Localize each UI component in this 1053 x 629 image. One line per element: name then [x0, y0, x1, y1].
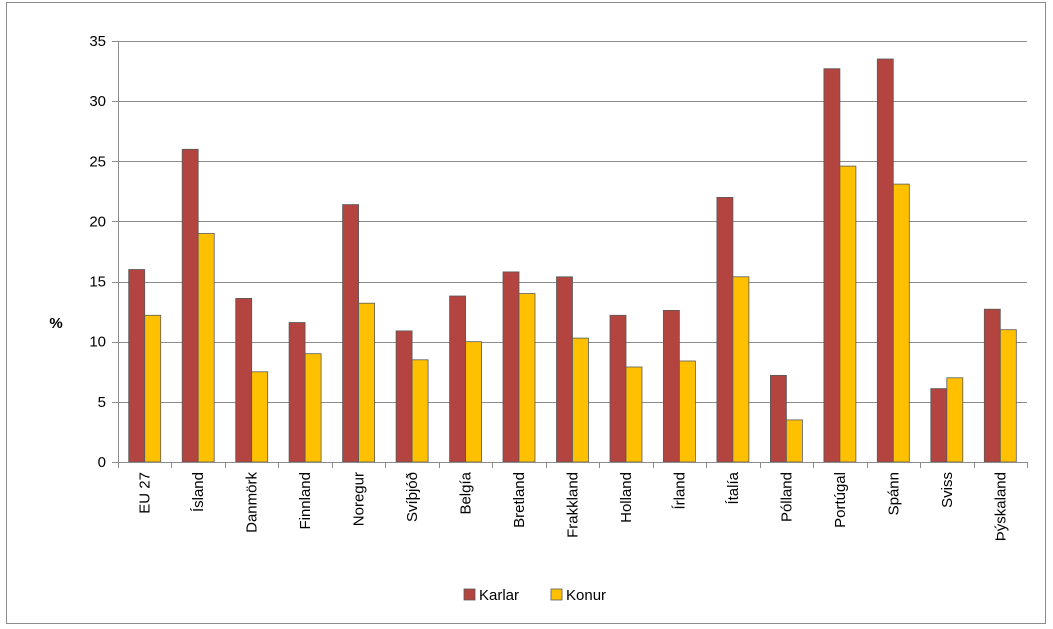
bar-konur — [465, 341, 483, 463]
bar-karlar — [983, 308, 1001, 463]
bar-konur — [411, 359, 429, 463]
category-label: Portúgal — [832, 472, 849, 528]
bar-konur — [786, 419, 803, 463]
axes — [112, 41, 1028, 468]
category-label: Danmörk — [244, 472, 261, 533]
legend-label-konur: Konur — [566, 587, 606, 604]
bar-karlar — [823, 68, 841, 463]
legend-label-karlar: Karlar — [479, 587, 519, 604]
bar-konur — [946, 377, 964, 463]
bar-karlar — [609, 314, 627, 463]
y-tick-label: 10 — [89, 334, 106, 351]
bar-konur — [839, 165, 857, 463]
category-label: Spánn — [885, 472, 902, 515]
category-label: Bretland — [511, 472, 528, 528]
bar-konur — [251, 371, 269, 463]
bar-karlar — [288, 322, 306, 463]
bar-karlar — [235, 297, 253, 463]
bar-konur — [572, 337, 589, 463]
y-tick-label: 30 — [89, 93, 106, 110]
bar-konur — [679, 360, 696, 463]
category-label: Sviss — [939, 472, 956, 508]
bar-konur — [358, 302, 376, 463]
bar-karlar — [128, 269, 146, 463]
bars — [128, 58, 1017, 463]
y-tick-label: 25 — [89, 153, 106, 170]
bar-konur — [999, 329, 1017, 463]
bar-konur — [625, 366, 643, 463]
gridlines — [118, 41, 1027, 403]
category-label: Þýskaland — [992, 472, 1009, 541]
category-label: Ísland — [190, 472, 207, 512]
bar-karlar — [342, 204, 360, 463]
category-label: Finnland — [297, 472, 314, 530]
bar-konur — [144, 314, 162, 463]
bar-karlar — [770, 374, 787, 463]
bar-karlar — [181, 148, 199, 463]
category-label: Ítalía — [725, 471, 742, 504]
bar-karlar — [876, 58, 894, 463]
category-label: Írland — [671, 472, 688, 510]
bar-karlar — [930, 388, 948, 463]
bar-konur — [197, 233, 215, 463]
bar-karlar — [449, 295, 467, 463]
y-tick-label: 0 — [98, 454, 106, 471]
bar-karlar — [395, 330, 413, 463]
bar-karlar — [502, 271, 520, 463]
y-tick-label: 35 — [89, 33, 106, 50]
category-label: Pólland — [778, 472, 795, 522]
y-tick-labels: 0 5 10 15 20 25 30 35 — [89, 33, 106, 471]
category-label: Holland — [618, 472, 635, 523]
legend-swatch-konur — [550, 588, 563, 601]
bar-konur — [732, 276, 750, 463]
bar-konur — [518, 293, 536, 463]
y-tick-label: 15 — [89, 274, 106, 291]
category-label: Belgía — [458, 471, 475, 514]
bar-konur — [892, 183, 910, 463]
bar-konur — [304, 353, 322, 463]
y-tick-label: 5 — [98, 394, 106, 411]
bar-karlar — [556, 276, 573, 463]
y-axis-label: % — [49, 315, 62, 332]
category-label: Frakkland — [565, 472, 582, 538]
bar-karlar — [663, 309, 680, 463]
category-label: EU 27 — [137, 472, 154, 514]
x-category-labels: EU 27 Ísland Danmörk Finnland Noregur Svíþjóð… — [137, 471, 1010, 541]
category-label: Noregur — [351, 472, 368, 526]
legend: Karlar Konur — [463, 587, 606, 604]
bar-karlar — [716, 196, 734, 463]
category-label: Svíþjóð — [404, 472, 421, 522]
legend-swatch-karlar — [463, 588, 476, 601]
y-tick-label: 20 — [89, 213, 106, 230]
